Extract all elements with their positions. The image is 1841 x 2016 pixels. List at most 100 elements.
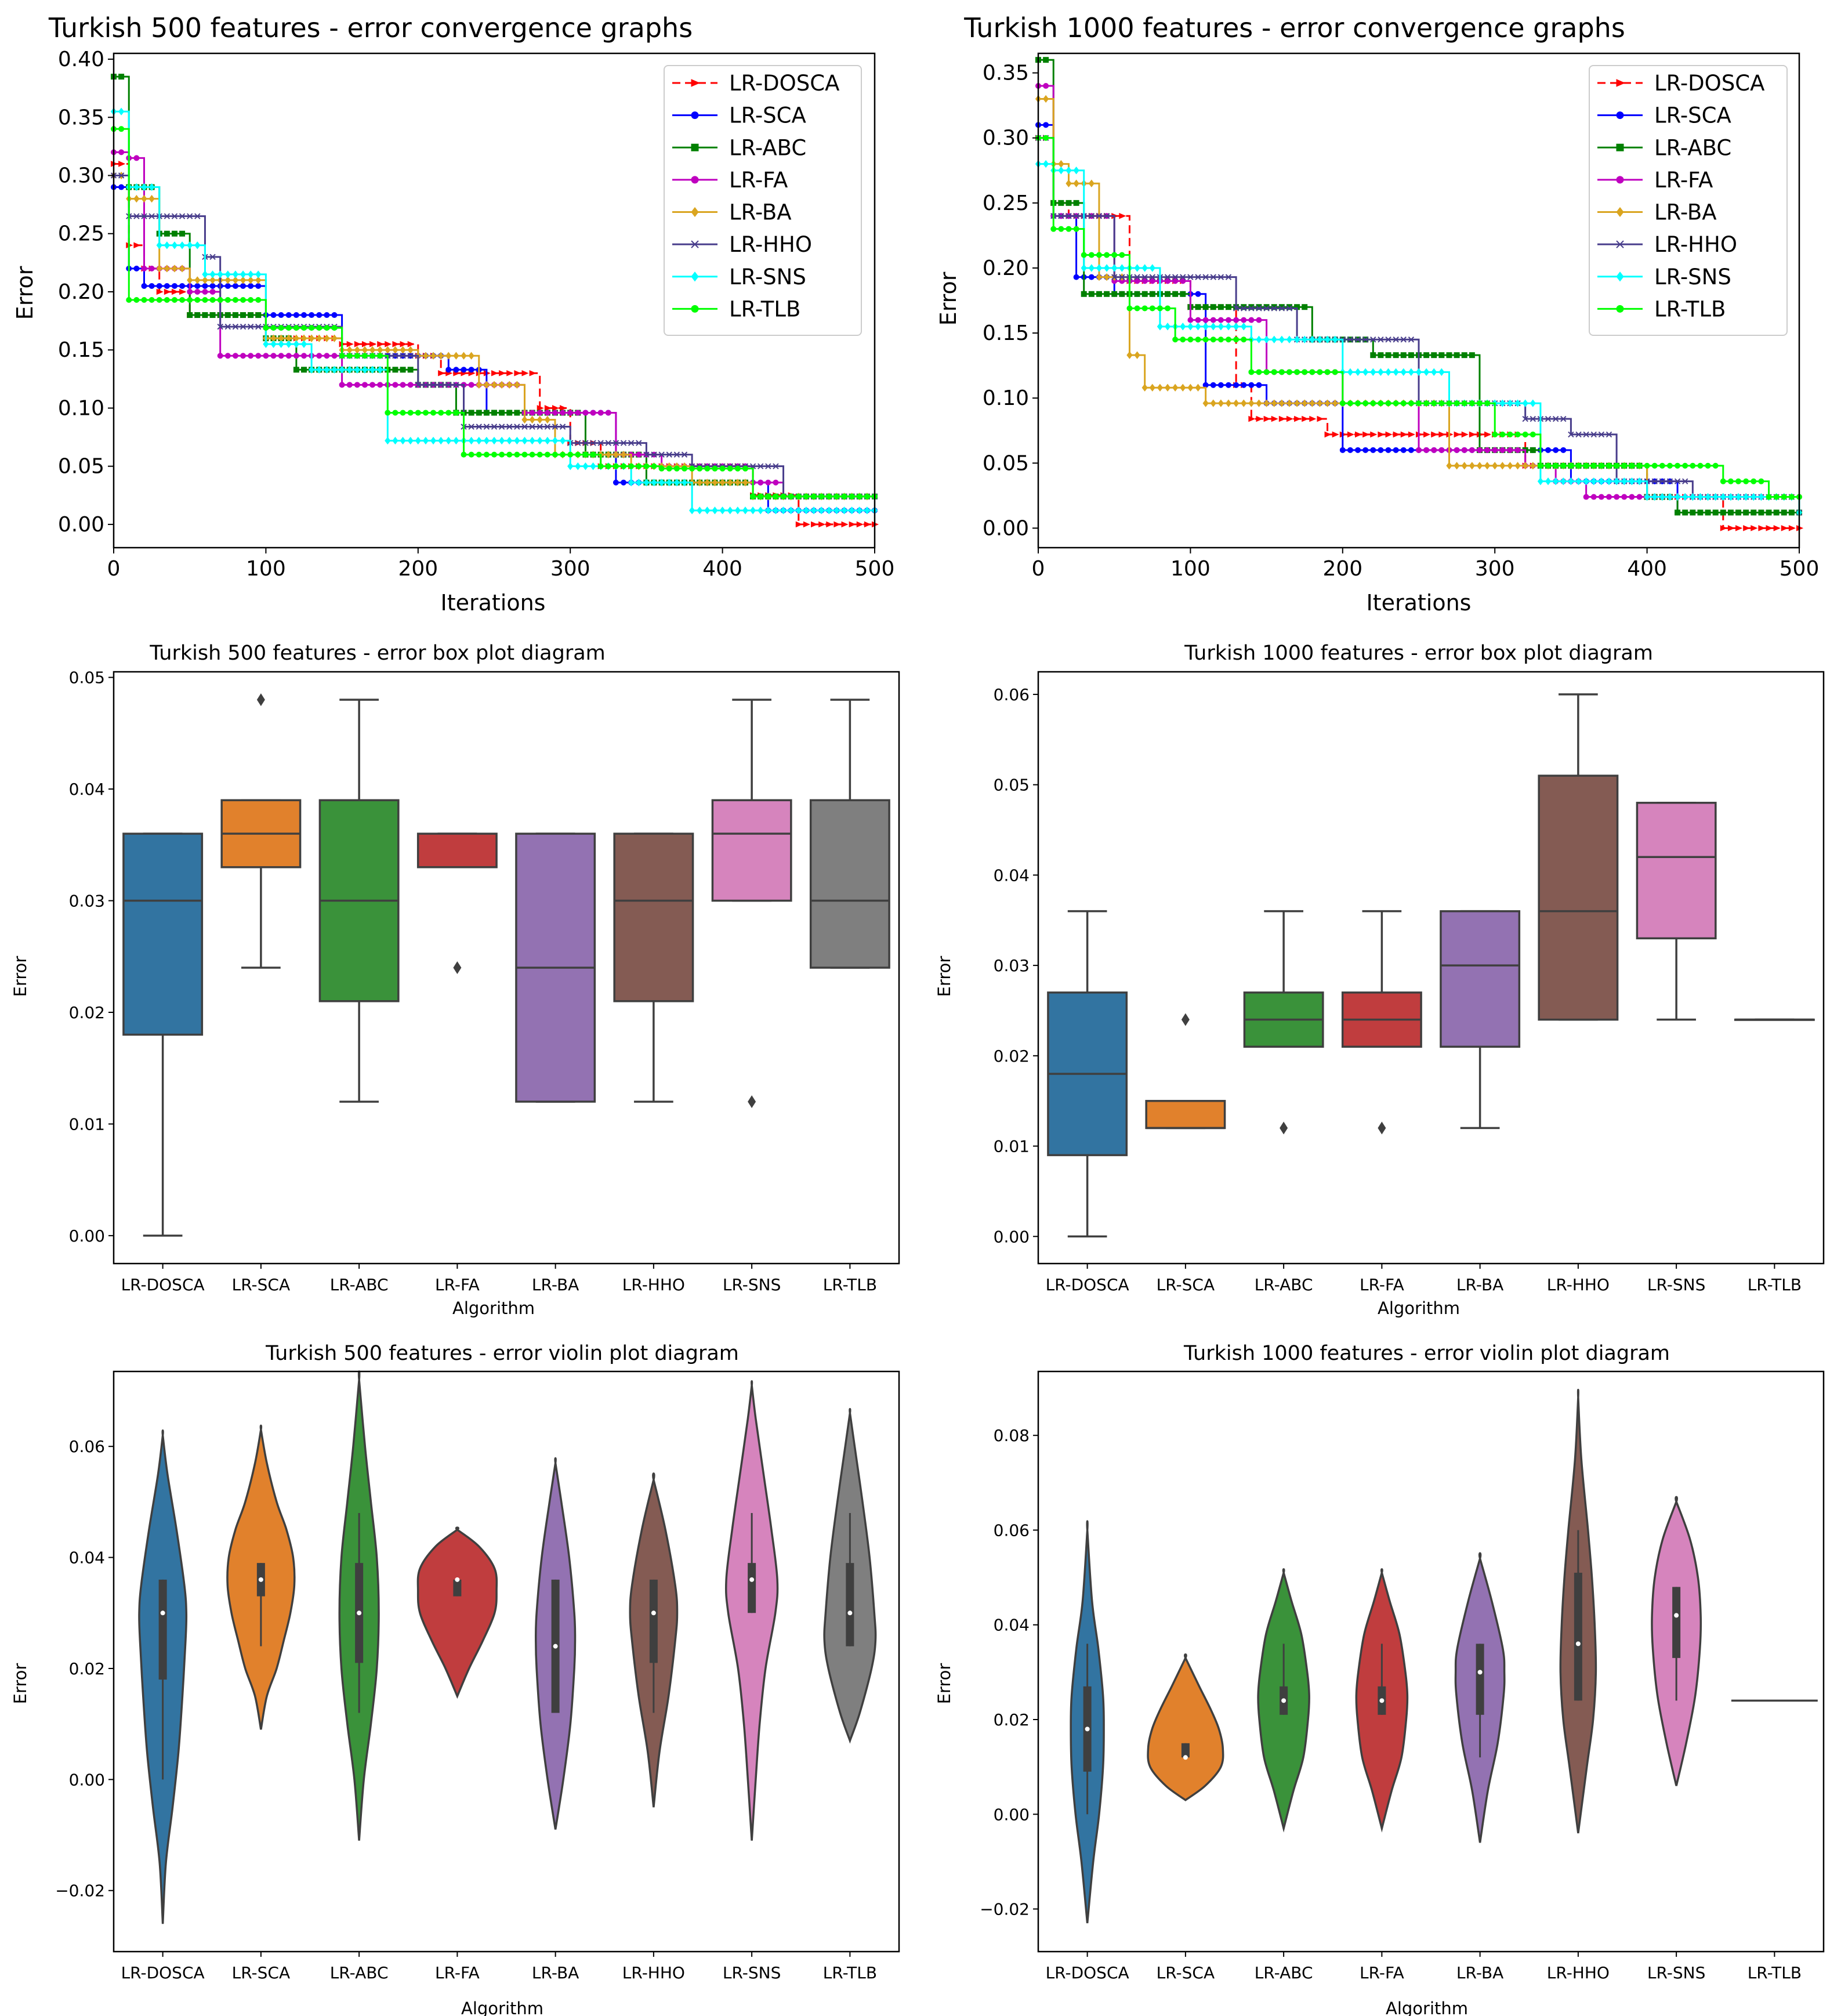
marker-LR-TLB <box>544 451 550 458</box>
marker-LR-BA <box>1126 351 1133 359</box>
marker-LR-TLB <box>430 410 437 416</box>
marker-LR-HHO <box>118 172 125 179</box>
marker-LR-SCA <box>179 283 186 289</box>
marker-LR-SNS <box>133 183 140 191</box>
marker-LR-HHO <box>437 382 444 388</box>
marker-LR-FA <box>354 382 360 388</box>
marker-LR-SNS <box>308 365 315 374</box>
marker-LR-SCA <box>118 184 125 190</box>
marker-LR-TLB <box>141 296 147 303</box>
marker-LR-HHO <box>575 440 581 446</box>
y-tick-label: 0.01 <box>69 1114 105 1134</box>
marker-LR-ABC <box>209 312 216 318</box>
marker-LR-TLB <box>1568 462 1574 469</box>
marker-LR-TLB <box>1043 135 1049 141</box>
marker-LR-BA <box>209 276 216 284</box>
x-tick-label: LR-TLB <box>823 1963 877 1982</box>
y-tick-label: 0.02 <box>69 1659 105 1678</box>
marker-LR-FA <box>1423 447 1430 453</box>
violin-iqr <box>1476 1644 1484 1715</box>
marker-LR-SNS <box>1103 264 1110 272</box>
marker-LR-BA <box>1507 462 1513 470</box>
box-body <box>711 799 792 902</box>
marker-LR-FA <box>605 410 611 416</box>
box-body <box>122 833 204 1036</box>
marker-LR-SNS <box>1393 368 1399 376</box>
marker-LR-ABC <box>1408 352 1414 359</box>
marker-LR-SNS <box>1042 160 1049 168</box>
x-tick-label: 300 <box>1475 557 1515 581</box>
violin-LR-HHO <box>629 1472 679 1808</box>
violin-median <box>1085 1727 1090 1732</box>
violin-median <box>258 1577 263 1582</box>
violin-LR-BA <box>534 1457 577 1830</box>
x-tick-label: LR-HHO <box>1547 1275 1610 1294</box>
marker-LR-TLB <box>1461 400 1467 407</box>
marker-LR-FA <box>1165 278 1171 284</box>
marker-LR-SNS <box>1210 323 1216 331</box>
marker-LR-SNS <box>628 479 635 487</box>
marker-LR-TLB <box>1202 336 1209 343</box>
box-body <box>809 799 890 969</box>
marker-LR-TLB <box>1690 462 1696 469</box>
marker-LR-FA <box>1469 447 1475 453</box>
marker-LR-TLB <box>697 465 703 472</box>
marker-LR-ABC <box>1195 304 1201 310</box>
marker-LR-SNS <box>590 462 596 470</box>
legend-label-LR-SCA: LR-SCA <box>729 103 806 128</box>
marker-LR-SCA <box>1408 447 1414 453</box>
marker-LR-DOSCA <box>1431 431 1438 438</box>
marker-LR-HHO <box>255 323 262 330</box>
marker-LR-DOSCA <box>521 370 529 377</box>
marker-LR-FA <box>1134 278 1140 284</box>
legend-marker-LR-ABC <box>691 143 699 151</box>
marker-LR-SNS <box>1712 493 1719 501</box>
marker-LR-HHO <box>1370 336 1376 343</box>
marker-LR-TLB <box>621 463 627 469</box>
marker-LR-TLB <box>224 296 231 303</box>
marker-LR-TLB <box>597 463 604 469</box>
marker-LR-SCA <box>148 283 155 289</box>
marker-LR-SNS <box>712 506 718 515</box>
y-tick-label: 0.40 <box>58 48 104 71</box>
marker-LR-TLB <box>1492 431 1498 437</box>
marker-LR-SCA <box>445 367 452 373</box>
marker-LR-FA <box>1476 447 1483 453</box>
marker-LR-FA <box>1598 494 1604 500</box>
marker-LR-ABC <box>1134 291 1140 297</box>
violin-median <box>1575 1641 1581 1646</box>
y-tick-label: 0.04 <box>69 780 105 799</box>
marker-LR-TLB <box>1187 336 1194 343</box>
marker-LR-HHO <box>453 382 459 388</box>
marker-LR-FA <box>773 479 779 486</box>
violin-LR-BA <box>1454 1552 1506 1843</box>
marker-LR-SNS <box>1370 368 1376 376</box>
y-tick-label: 0.08 <box>994 1426 1030 1445</box>
marker-LR-SNS <box>833 506 840 515</box>
marker-LR-ABC <box>1720 509 1726 516</box>
marker-LR-TLB <box>1248 369 1255 375</box>
marker-LR-TLB <box>461 451 467 458</box>
marker-LR-TLB <box>1476 400 1483 407</box>
x-tick-label: 500 <box>1780 557 1820 581</box>
marker-LR-HHO <box>1225 274 1232 280</box>
marker-LR-ABC <box>232 312 238 318</box>
marker-LR-FA <box>1226 317 1231 323</box>
marker-LR-BA <box>537 415 543 424</box>
marker-LR-TLB <box>392 410 398 416</box>
marker-LR-TLB <box>1659 462 1665 469</box>
marker-LR-SNS <box>1096 264 1103 272</box>
box-body <box>1636 802 1717 940</box>
marker-LR-SNS <box>1408 368 1415 376</box>
flier <box>1280 1121 1288 1135</box>
marker-LR-HHO <box>1530 415 1536 422</box>
x-axis-label: Iterations <box>441 590 546 616</box>
marker-LR-BA <box>1066 179 1072 187</box>
marker-LR-TLB <box>194 296 201 303</box>
marker-LR-ABC <box>1454 352 1460 359</box>
marker-LR-SNS <box>300 340 307 348</box>
marker-LR-SCA <box>141 283 147 289</box>
marker-LR-TLB <box>1286 369 1292 375</box>
marker-LR-SNS <box>354 365 360 374</box>
marker-LR-TLB <box>841 493 847 500</box>
